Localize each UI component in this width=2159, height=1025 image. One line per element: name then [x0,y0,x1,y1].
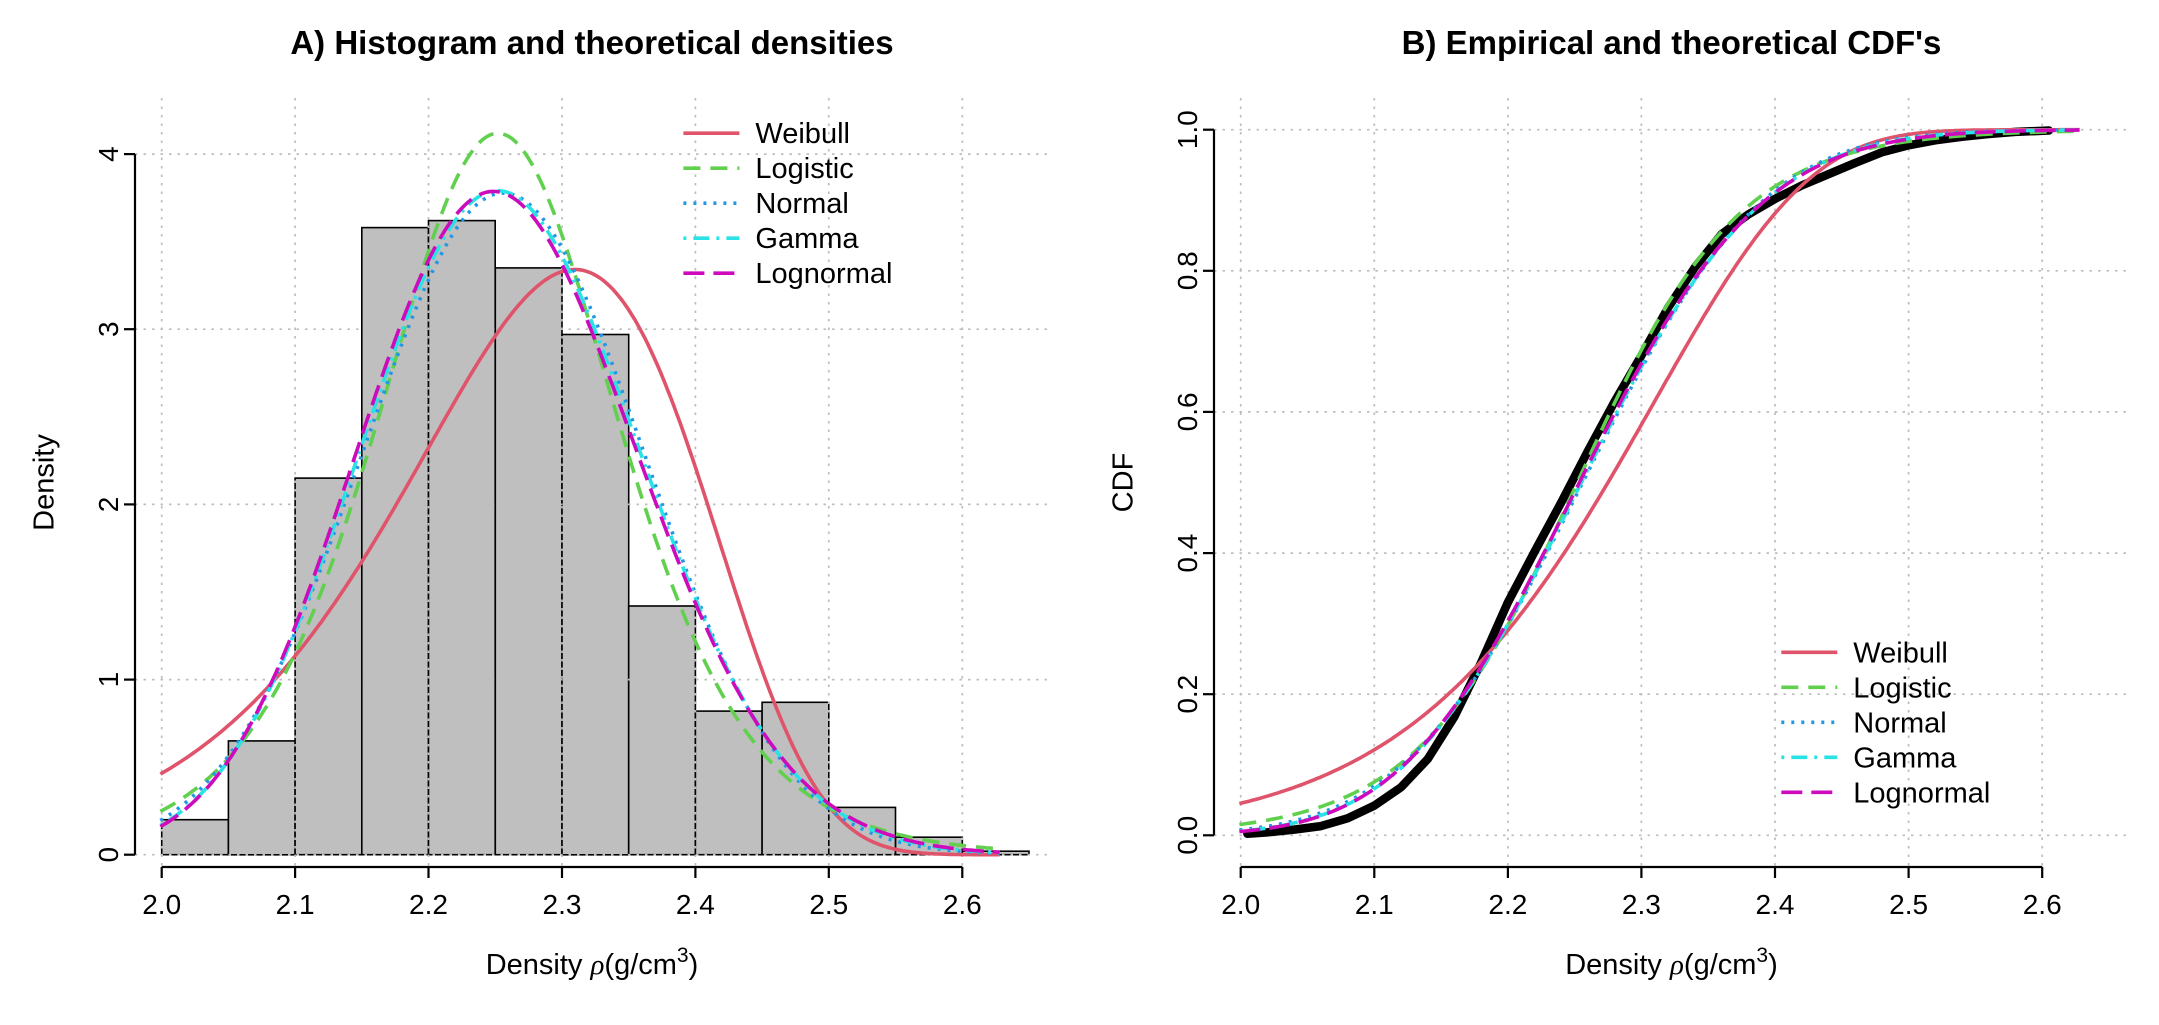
legend-label-normal: Normal [1853,707,1946,739]
x-tick-label: 2.6 [2023,889,2062,920]
empirical-cdf-curve [1243,126,2054,839]
y-axis-label: CDF [1108,453,1140,513]
x-tick-label: 2.4 [1756,889,1795,920]
x-tick-label: 2.5 [1889,889,1928,920]
y-axis-label: Density [29,434,61,531]
y-tick-label: 3 [93,321,124,337]
x-tick-label: 2.6 [943,889,982,920]
plot-background [1079,0,2159,1025]
y-axis [124,153,137,856]
panel-b-cdf-comparison: 2.0 2.1 2.2 2.3 2.4 2.5 2.6 0.0 0.2 0.4 0.6 0.8 1.0 B… [1079,0,2159,1025]
plot-svg-panel-B: 2.0 2.1 2.2 2.3 2.4 2.5 2.6 0.0 0.2 0.4 0.6 0.8 1.0 B… [1079,0,2159,1025]
y-tick-label: 1.0 [1172,110,1203,149]
y-tick-label: 4 [93,146,124,162]
x-tick-label: 2.0 [1221,889,1260,920]
series-curve-gamma [1239,128,2080,833]
legend-label-weibull: Weibull [1853,637,1948,669]
x-tick-label: 2.5 [809,889,848,920]
plot-title: A) Histogram and theoretical densities [290,24,893,61]
x-axis [160,865,964,878]
x-tick-label: 2.0 [142,889,181,920]
x-tick-label: 2.2 [409,889,448,920]
y-tick-label: 0.8 [1172,251,1203,290]
grid [1214,98,2129,867]
legend-label-gamma: Gamma [755,223,859,255]
series-curve-gamma [159,188,1000,855]
histogram-bar [160,818,230,856]
panel-a-histogram-densities: 2.0 2.1 2.2 2.3 2.4 2.5 2.6 0 1 2 3 4 A) Histogram a… [0,0,1079,1025]
legend-label-gamma: Gamma [1853,742,1957,774]
y-tick-label: 2 [93,497,124,513]
y-tick-label: 1 [93,672,124,688]
legend-label-lognormal: Lognormal [755,258,892,290]
x-axis-label: Density ρ(g/cm3) [1565,944,1778,981]
y-axis-tick-labels: 0.0 0.2 0.4 0.6 0.8 1.0 [1172,110,1203,855]
y-tick-label: 0.2 [1172,675,1203,714]
legend-label-logistic: Logistic [1853,672,1951,704]
x-axis-tick-labels: 2.0 2.1 2.2 2.3 2.4 2.5 2.6 [142,889,982,920]
x-tick-label: 2.3 [543,889,582,920]
x-axis-label: Density ρ(g/cm3) [486,944,699,981]
plot-svg-panel-A: 2.0 2.1 2.2 2.3 2.4 2.5 2.6 0 1 2 3 4 A) Histogram a… [0,0,1079,1025]
x-tick-label: 2.4 [676,889,715,920]
grid [135,98,1049,867]
y-tick-label: 0.0 [1172,816,1203,855]
y-axis [1203,128,1216,837]
y-tick-label: 0.6 [1172,392,1203,431]
histogram-bar [294,477,363,856]
series-curve-weibull [1238,127,2080,806]
x-tick-label: 2.1 [1355,889,1394,920]
histogram-bar [494,267,563,856]
plot-title: B) Empirical and theoretical CDF's [1402,24,1942,61]
histogram-bar [227,740,296,856]
legend-label-weibull: Weibull [755,118,850,150]
legend-label-lognormal: Lognormal [1853,777,1990,809]
x-axis-tick-labels: 2.0 2.1 2.2 2.3 2.4 2.5 2.6 [1221,889,2061,920]
histogram-bar [427,219,496,856]
histogram-bar [761,701,830,856]
y-tick-label: 0 [93,847,124,863]
histogram-bar [360,226,430,856]
histogram-bar [561,333,630,856]
series-curve-lognormal [159,189,1000,854]
x-tick-label: 2.1 [276,889,315,920]
series-curve-weibull [159,267,1000,857]
y-axis-tick-labels: 0 1 2 3 4 [93,146,124,862]
legend-label-logistic: Logistic [755,153,853,185]
x-tick-label: 2.2 [1488,889,1527,920]
x-tick-label: 2.3 [1622,889,1661,920]
y-tick-label: 0.4 [1172,534,1203,573]
x-axis [1239,865,2044,878]
histogram-bar [627,605,697,856]
histogram-bar [694,710,763,856]
legend-label-normal: Normal [755,188,848,220]
histogram-bars [160,219,1030,856]
series-curve-logistic [1239,129,2080,827]
